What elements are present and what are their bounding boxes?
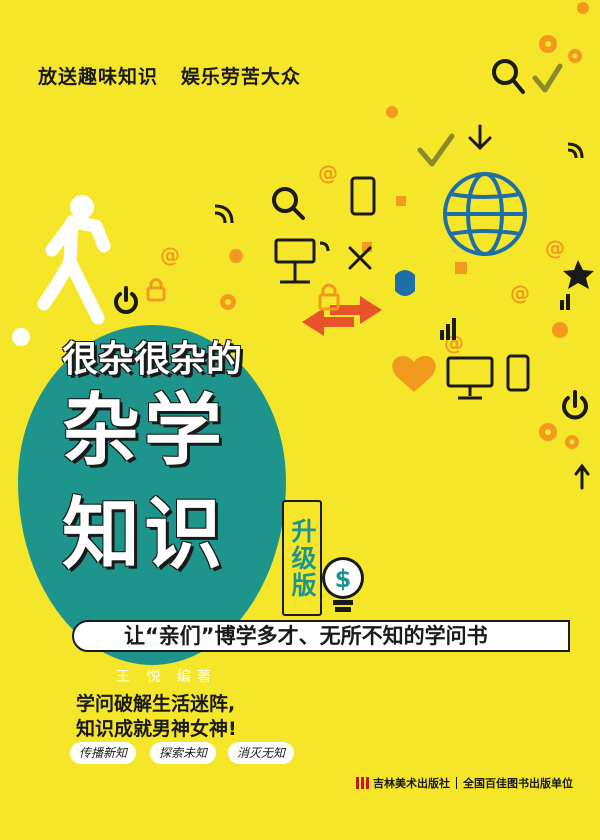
svg-text:@: @: [160, 243, 180, 267]
title-panel: [18, 325, 286, 665]
subtitle: 让“亲们”博学多才、无所不知的学问书: [124, 624, 488, 648]
publisher-divider: [456, 777, 457, 789]
edition-label: 升级版: [288, 517, 317, 599]
edition-badge: 升级版: [282, 500, 322, 616]
publisher-logo-icon: [356, 777, 369, 789]
lock-icon: [146, 278, 340, 311]
arrows-icon: [302, 296, 382, 336]
title-line-1: 很杂很杂的: [62, 339, 243, 380]
monitor-icon: [274, 238, 494, 400]
badge-eliminate-ignorance: 消灭无知: [228, 742, 295, 764]
lightbulb-dollar-icon: $: [322, 557, 364, 612]
title-line-2: 杂学: [62, 386, 227, 476]
subtitle-bar: [72, 620, 570, 652]
svg-text:@: @: [318, 161, 338, 185]
title-line-3: 知识: [62, 490, 227, 580]
globe-icon: [443, 172, 527, 256]
tagline: 放送趣味知识 娱乐劳苦大众: [38, 66, 301, 88]
svg-text:@: @: [510, 281, 530, 305]
svg-text:$: $: [335, 565, 352, 593]
svg-text:@: @: [545, 236, 565, 260]
publisher-name: 吉林美术出版社: [373, 777, 450, 790]
slogan-line-2: 知识成就男神女神!: [76, 718, 237, 740]
power-icon: [114, 286, 588, 420]
check-icon: [417, 63, 563, 167]
slogan-line-1: 学问破解生活迷阵,: [76, 693, 236, 715]
author: 王 悦 编著: [116, 669, 217, 685]
decorative-icon-cloud: @@@@@: [37, 2, 594, 490]
publisher: 吉林美术出版社 全国百佳图书出版单位: [356, 775, 573, 791]
heart-icon: [392, 355, 436, 392]
mouse-icon: [395, 270, 415, 296]
star-icon: [563, 260, 594, 289]
phone-icon: [350, 176, 530, 392]
slogan: 学问破解生活迷阵, 知识成就男神女神!: [76, 692, 237, 742]
badge-explore-unknown: 探索未知: [150, 742, 217, 764]
at-sign-icon: @@@@@: [160, 161, 565, 355]
decorative-dot: [12, 328, 30, 346]
magnifier-icon: [272, 59, 525, 220]
badge-spread-knowledge: 传播新知: [70, 742, 137, 764]
running-figure-icon: [37, 195, 111, 325]
wifi-icon: [214, 142, 584, 252]
publisher-partner: 全国百佳图书出版单位: [463, 777, 573, 790]
